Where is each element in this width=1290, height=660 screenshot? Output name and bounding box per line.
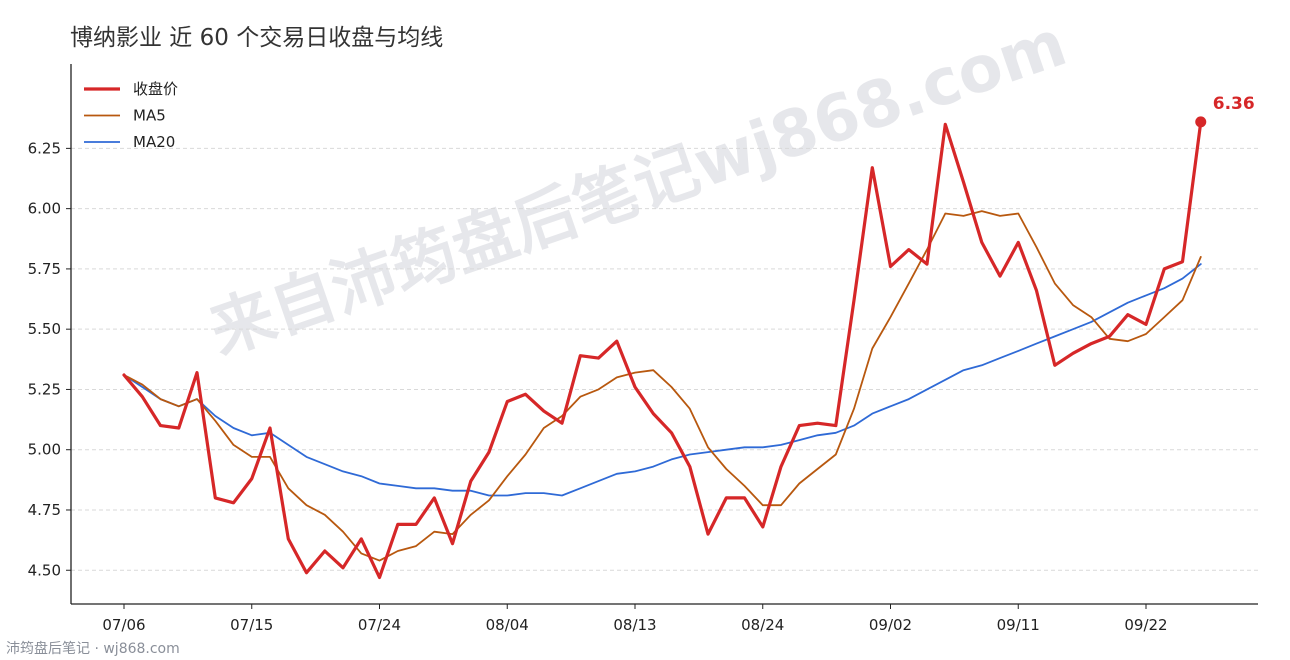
series-lines: 6.36 bbox=[122, 94, 1255, 580]
chart-title: 博纳影业 近 60 个交易日收盘与均线 bbox=[70, 25, 444, 51]
ma20-line bbox=[123, 263, 1202, 497]
y-tick-label: 4.50 bbox=[28, 561, 61, 579]
footer-credit: 沛筠盘后笔记 · wj868.com bbox=[6, 641, 180, 657]
x-tick-label: 07/24 bbox=[358, 616, 401, 634]
legend-label: 收盘价 bbox=[133, 80, 178, 98]
legend-label: MA20 bbox=[133, 133, 175, 151]
x-tick-label: 08/24 bbox=[741, 616, 784, 634]
y-tick-label: 5.00 bbox=[28, 441, 61, 459]
close-price-line bbox=[122, 120, 1203, 580]
watermark: 来自沛筠盘后笔记wj868.com bbox=[201, 7, 1076, 370]
x-tick-label: 07/06 bbox=[102, 616, 145, 634]
x-tick-label: 08/04 bbox=[486, 616, 529, 634]
x-tick-label: 09/02 bbox=[869, 616, 912, 634]
last-close-marker bbox=[1195, 116, 1207, 128]
y-tick-label: 6.00 bbox=[28, 200, 61, 218]
legend: 收盘价 MA5 MA20 bbox=[84, 80, 178, 151]
ma5-line bbox=[123, 210, 1202, 562]
x-tick-label: 09/11 bbox=[997, 616, 1040, 634]
x-tick-label: 08/13 bbox=[613, 616, 656, 634]
x-tick-label: 09/22 bbox=[1124, 616, 1167, 634]
y-tick-label: 5.75 bbox=[28, 260, 61, 278]
legend-label: MA5 bbox=[133, 107, 166, 125]
gridlines bbox=[71, 147, 1258, 571]
y-tick-label: 5.50 bbox=[28, 320, 61, 338]
x-tick-label: 07/15 bbox=[230, 616, 273, 634]
last-close-label: 6.36 bbox=[1213, 94, 1255, 114]
y-tick-label: 5.25 bbox=[28, 380, 61, 398]
y-tick-label: 6.25 bbox=[28, 139, 61, 157]
y-tick-label: 4.75 bbox=[28, 501, 61, 519]
axes: 4.50 4.75 5.00 5.25 5.50 5.75 6.00 6.25 07/06 07/… bbox=[28, 64, 1258, 634]
